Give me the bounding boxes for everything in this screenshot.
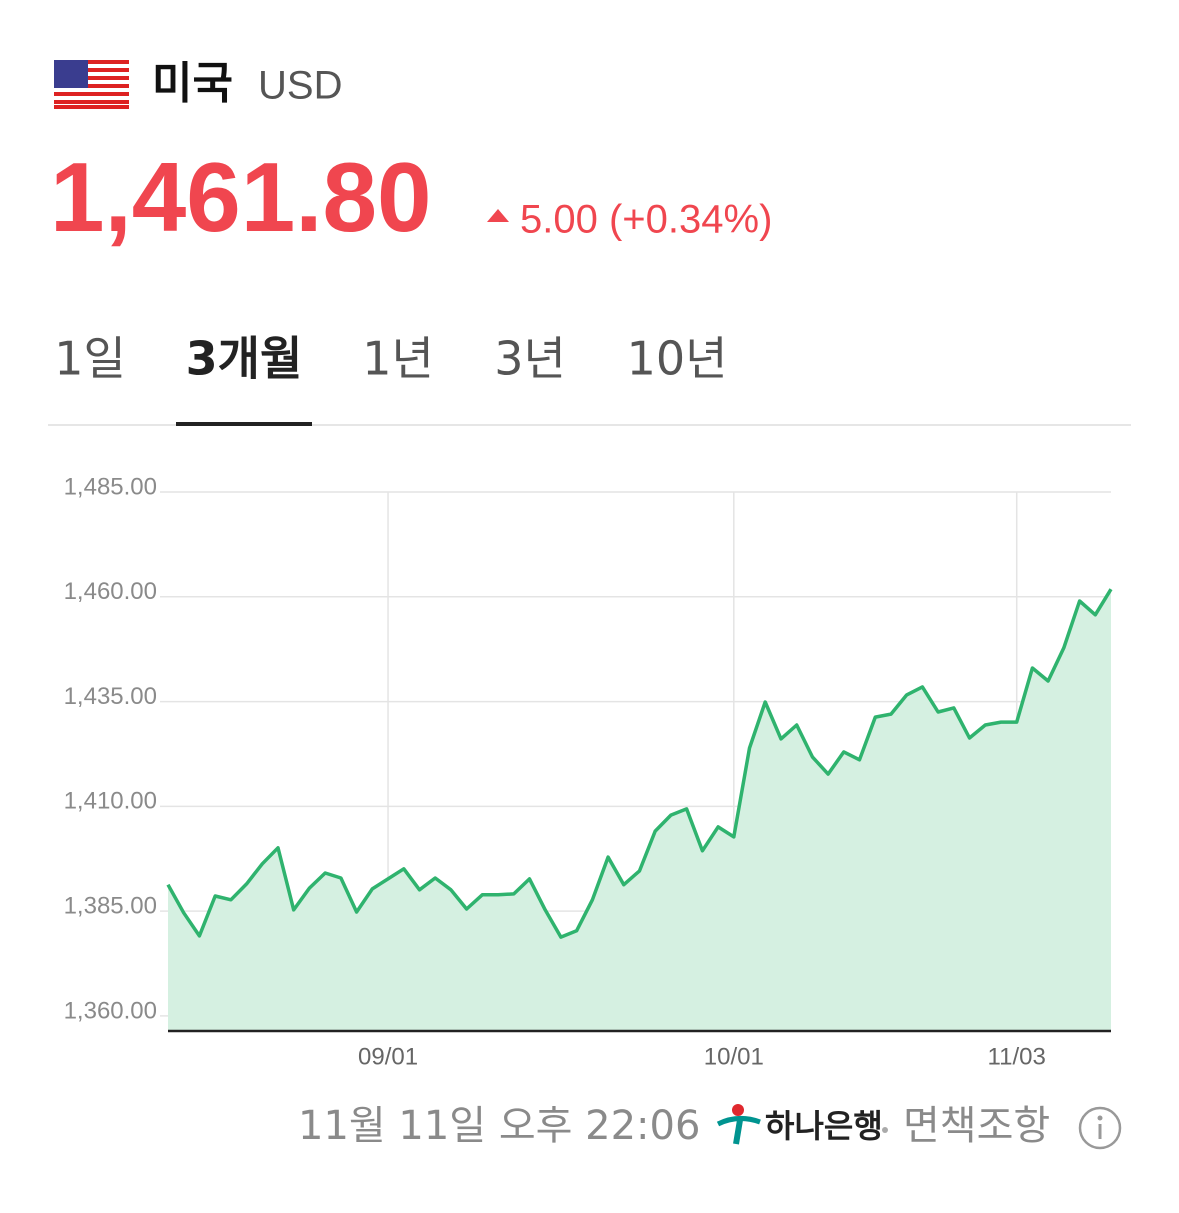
- us-flag: [54, 60, 129, 109]
- separator: [882, 1127, 888, 1133]
- disclaimer[interactable]: 면책조항: [903, 1103, 1050, 1149]
- change: 5.00 (+0.34%): [520, 198, 772, 242]
- tab[interactable]: 10년: [627, 332, 728, 386]
- x-tick-label: 10/01: [704, 1043, 764, 1070]
- y-tick-label: 1,410.00: [64, 788, 157, 815]
- tab[interactable]: 1년: [362, 332, 434, 386]
- timestamp: 11월 11일 오후 22:06: [298, 1103, 700, 1149]
- y-tick-label: 1,435.00: [64, 683, 157, 710]
- price-line: [166, 588, 1113, 939]
- bank-name: 하나은행: [765, 1107, 883, 1145]
- tab[interactable]: 3년: [494, 332, 566, 386]
- tabs: 1일 3개월 1년 3년 10년: [54, 332, 727, 386]
- country: 미국: [152, 58, 233, 109]
- bank-logo: [716, 1104, 761, 1145]
- y-tick-label: 1,385.00: [64, 892, 157, 919]
- price: 1,461.80: [50, 142, 431, 252]
- area-fill: [168, 589, 1111, 1031]
- x-tick-label: 09/01: [358, 1043, 418, 1070]
- tab[interactable]: 3개월: [186, 332, 303, 386]
- y-tick-label: 1,485.00: [64, 473, 157, 500]
- active-tab-underline: [176, 422, 312, 426]
- tab[interactable]: 1일: [54, 332, 126, 386]
- up-arrow: [487, 209, 509, 222]
- y-tick-label: 1,360.00: [64, 997, 157, 1024]
- plot: 1,360.00 1,385.00 1,410.00 1,435.00 1,460.00…: [64, 473, 1113, 1070]
- y-tick-label: 1,460.00: [64, 578, 157, 605]
- currency: USD: [258, 64, 342, 108]
- info-icon[interactable]: [1078, 1106, 1122, 1150]
- x-tick-label: 11/03: [988, 1043, 1046, 1070]
